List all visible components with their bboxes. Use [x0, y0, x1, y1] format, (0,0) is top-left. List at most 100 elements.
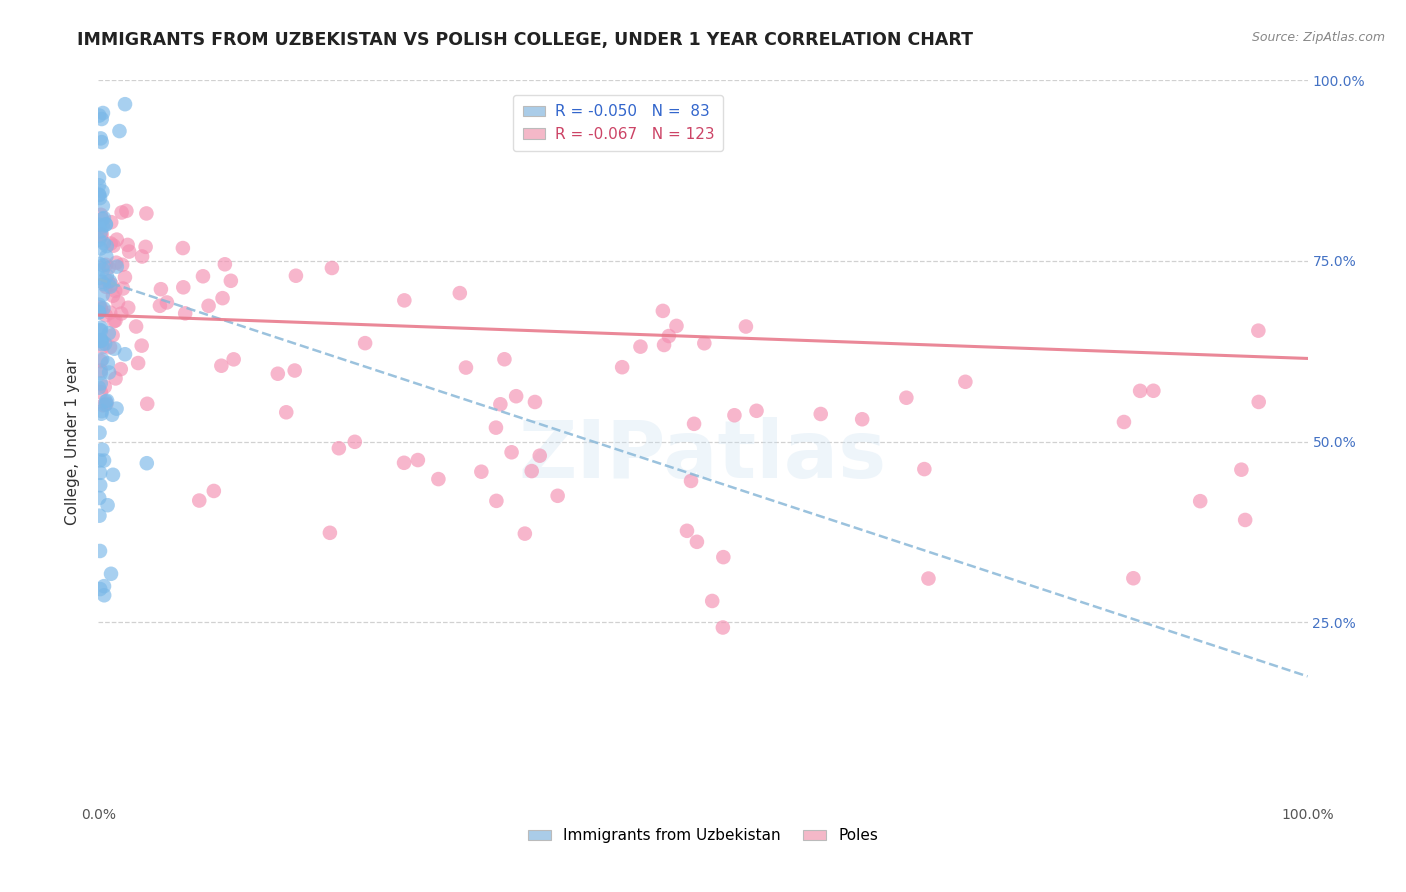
Point — [90, 131, 112, 145]
Legend: Immigrants from Uzbekistan, Poles: Immigrants from Uzbekistan, Poles — [522, 822, 884, 849]
Point — [111, 205, 134, 219]
Point — [107, 295, 129, 310]
Point — [711, 620, 734, 634]
Point — [90, 302, 112, 317]
Point — [93, 235, 115, 250]
Point — [489, 397, 512, 411]
Point — [174, 306, 197, 320]
Point — [97, 260, 120, 275]
Point — [683, 417, 706, 431]
Point — [91, 337, 114, 351]
Point — [91, 340, 114, 354]
Point — [135, 206, 157, 220]
Point — [149, 299, 172, 313]
Point — [90, 275, 112, 289]
Point — [87, 305, 110, 319]
Point — [93, 380, 115, 394]
Text: ZIPatlas: ZIPatlas — [519, 417, 887, 495]
Point — [108, 124, 131, 138]
Point — [89, 425, 111, 440]
Point — [321, 260, 343, 275]
Point — [89, 218, 111, 232]
Point — [202, 483, 225, 498]
Point — [111, 281, 134, 295]
Point — [101, 328, 124, 343]
Point — [89, 582, 111, 596]
Point — [96, 239, 118, 253]
Point — [485, 494, 508, 508]
Point — [392, 456, 415, 470]
Point — [276, 405, 298, 419]
Point — [188, 493, 211, 508]
Point — [211, 291, 233, 305]
Point — [87, 298, 110, 312]
Point — [103, 238, 125, 252]
Point — [110, 307, 132, 321]
Point — [745, 404, 768, 418]
Point — [90, 334, 112, 348]
Point — [91, 442, 114, 457]
Point — [105, 233, 128, 247]
Point — [93, 301, 115, 316]
Point — [110, 362, 132, 376]
Point — [100, 566, 122, 581]
Point — [87, 187, 110, 202]
Point — [955, 375, 977, 389]
Point — [735, 319, 758, 334]
Point — [91, 262, 114, 277]
Point — [1142, 384, 1164, 398]
Point — [91, 288, 114, 302]
Point — [105, 256, 128, 270]
Text: Source: ZipAtlas.com: Source: ZipAtlas.com — [1251, 31, 1385, 45]
Point — [98, 305, 121, 319]
Point — [651, 304, 673, 318]
Point — [91, 211, 114, 226]
Point — [485, 420, 508, 434]
Point — [114, 347, 136, 361]
Point — [93, 277, 115, 292]
Point — [427, 472, 450, 486]
Point — [197, 299, 219, 313]
Point — [87, 271, 110, 285]
Point — [89, 466, 111, 480]
Point — [98, 279, 121, 293]
Point — [89, 544, 111, 558]
Point — [156, 295, 179, 310]
Point — [93, 211, 115, 225]
Point — [98, 366, 121, 380]
Point — [214, 257, 236, 271]
Text: IMMIGRANTS FROM UZBEKISTAN VS POLISH COLLEGE, UNDER 1 YEAR CORRELATION CHART: IMMIGRANTS FROM UZBEKISTAN VS POLISH COL… — [77, 31, 973, 49]
Point — [406, 453, 429, 467]
Point — [1247, 395, 1270, 409]
Point — [505, 389, 527, 403]
Point — [97, 498, 120, 512]
Point — [90, 385, 112, 400]
Point — [101, 408, 124, 422]
Point — [523, 395, 546, 409]
Point — [851, 412, 873, 426]
Point — [94, 394, 117, 409]
Point — [723, 409, 745, 423]
Point — [114, 270, 136, 285]
Point — [912, 462, 935, 476]
Point — [96, 268, 118, 283]
Point — [520, 464, 543, 478]
Point — [117, 301, 139, 315]
Point — [90, 224, 112, 238]
Point — [89, 191, 111, 205]
Point — [89, 491, 111, 505]
Point — [172, 280, 194, 294]
Point — [87, 178, 110, 193]
Point — [917, 572, 939, 586]
Point — [319, 525, 342, 540]
Point — [1122, 571, 1144, 585]
Point — [679, 474, 702, 488]
Point — [222, 352, 245, 367]
Point — [90, 404, 112, 418]
Point — [131, 338, 153, 352]
Point — [90, 301, 112, 315]
Point — [103, 342, 125, 356]
Point — [90, 363, 112, 377]
Point — [449, 286, 471, 301]
Point — [94, 398, 117, 412]
